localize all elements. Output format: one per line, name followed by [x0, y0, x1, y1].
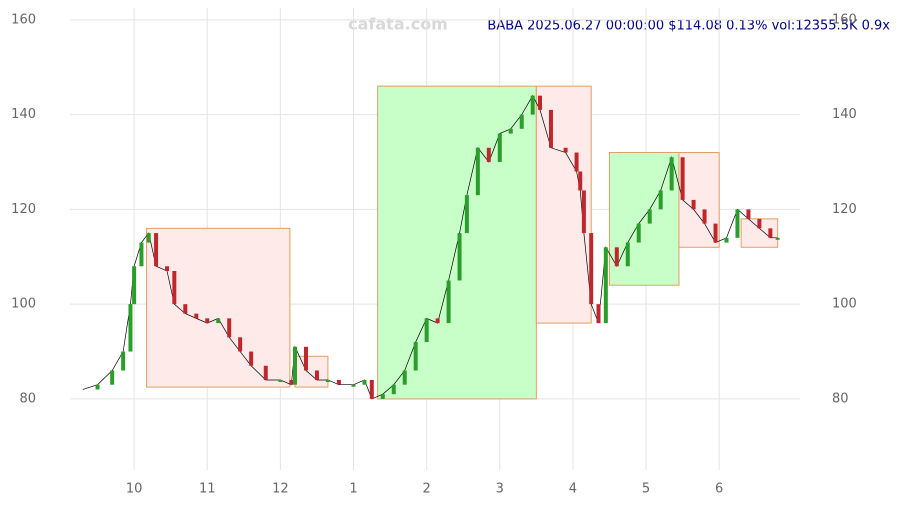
candle [303, 346, 308, 371]
candle [669, 157, 674, 191]
candle [110, 370, 115, 385]
watermark: cafata.com [348, 15, 448, 34]
candle [435, 318, 440, 324]
x-tick-label: 4 [569, 482, 577, 497]
candle [402, 370, 407, 385]
candle [691, 199, 696, 210]
zone [294, 355, 329, 388]
candle [446, 280, 451, 324]
zone [678, 152, 720, 248]
candle [278, 379, 283, 382]
x-tick-label: 6 [715, 482, 723, 497]
candle [603, 247, 608, 324]
x-tick-label: 3 [496, 482, 504, 497]
candle [636, 223, 641, 243]
candle [325, 379, 330, 382]
x-tick-label: 12 [272, 482, 289, 497]
y-tick-label-right: 100 [832, 297, 857, 312]
chart-title: BABA 2025.06.27 00:00:00 $114.08 0.13% v… [487, 19, 890, 34]
candle [574, 152, 579, 172]
candle [614, 247, 619, 267]
y-tick-label-right: 80 [832, 391, 849, 406]
candle [351, 384, 356, 387]
x-tick-label: 5 [642, 482, 650, 497]
candle [154, 233, 159, 267]
candle [238, 337, 243, 352]
x-tick-label: 2 [423, 482, 431, 497]
x-tick-label: 1 [349, 482, 357, 497]
candle [475, 147, 480, 196]
candle [391, 384, 396, 395]
candle [581, 190, 586, 234]
candle [369, 379, 374, 399]
candle [146, 233, 151, 243]
candle [746, 209, 751, 219]
candle [128, 304, 133, 352]
candle [165, 266, 170, 271]
candle [497, 133, 502, 162]
candle [139, 242, 144, 267]
candle [680, 157, 685, 200]
candle [263, 365, 268, 380]
candle [596, 304, 601, 324]
y-tick-label: 100 [11, 297, 36, 312]
candle [121, 351, 126, 371]
candle [194, 313, 199, 319]
candle [702, 209, 707, 224]
candle [519, 114, 524, 129]
y-tick-label: 160 [11, 12, 36, 27]
candle [563, 147, 568, 153]
zone [146, 227, 291, 388]
candle [775, 237, 780, 240]
y-tick-label-right: 160 [832, 12, 857, 27]
candle [508, 128, 513, 134]
candle [625, 242, 630, 267]
y-tick-label: 140 [11, 107, 36, 122]
x-tick-label: 11 [199, 482, 216, 497]
candle [530, 95, 535, 115]
candle [289, 379, 294, 385]
candle [457, 233, 462, 281]
candle [589, 233, 594, 305]
zone [608, 152, 680, 286]
candle [464, 195, 469, 234]
candle [658, 190, 663, 210]
candle [183, 304, 188, 314]
candle [578, 171, 583, 191]
candle [757, 218, 762, 229]
y-tick-label-right: 120 [832, 202, 857, 217]
candle [314, 370, 319, 380]
candle [362, 379, 367, 385]
candle [227, 318, 232, 338]
candle [538, 95, 543, 110]
candle [713, 223, 718, 243]
candle [132, 266, 137, 305]
candle [216, 318, 221, 324]
candle [548, 109, 553, 148]
candle [95, 384, 100, 390]
zone [377, 85, 537, 400]
candle [336, 379, 341, 385]
y-tick-label-right: 140 [832, 107, 857, 122]
candle [249, 351, 254, 366]
candle [424, 318, 429, 343]
candle [486, 147, 491, 162]
candle [735, 209, 740, 238]
candle [172, 270, 177, 305]
y-tick-label: 120 [11, 202, 36, 217]
x-tick-label: 10 [126, 482, 143, 497]
candle [768, 228, 773, 238]
candle [724, 237, 729, 243]
candle [293, 346, 298, 385]
candle [380, 394, 385, 399]
candle [205, 318, 210, 324]
candle [647, 209, 652, 224]
y-tick-label: 80 [19, 391, 36, 406]
candle [413, 342, 418, 371]
